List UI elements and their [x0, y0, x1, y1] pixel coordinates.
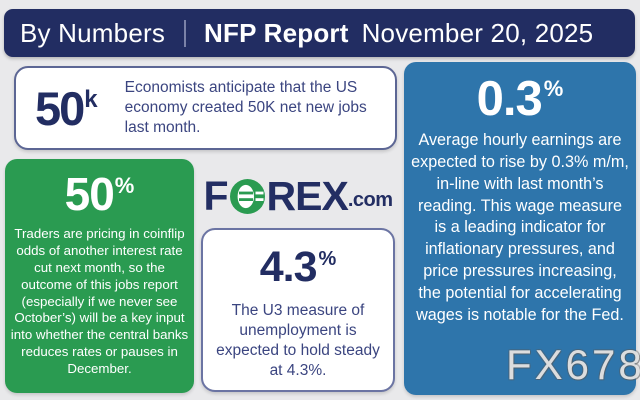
- wages-description: Average hourly earnings are expected to …: [411, 131, 629, 324]
- forex-logo-f: F: [203, 172, 228, 219]
- forex-o-coin-icon: [229, 178, 265, 214]
- jobs-description: Economists anticipate that the US econom…: [124, 79, 367, 136]
- forex-logo-rex: REX: [266, 172, 349, 219]
- rate-cut-unit: %: [114, 173, 135, 198]
- rate-cut-card: 50% Traders are pricing in coinflip odds…: [5, 159, 194, 393]
- wages-unit: %: [543, 76, 564, 101]
- jobs-unit: k: [84, 85, 98, 113]
- wages-card: 0.3% Average hourly earnings are expecte…: [404, 62, 636, 395]
- wages-number: 0.3: [476, 72, 543, 126]
- watermark: FX678: [506, 341, 640, 388]
- header-divider: [184, 19, 187, 47]
- forex-logo-domain: .com: [347, 188, 393, 211]
- unemployment-card: 4.3% The U3 measure of unemployment is e…: [201, 228, 395, 392]
- jobs-card: 50k Economists anticipate that the US ec…: [14, 66, 397, 150]
- report-date: November 20, 2025: [361, 17, 594, 48]
- jobs-value: 50k: [35, 85, 98, 132]
- rate-cut-description: Traders are pricing in coinflip odds of …: [10, 226, 189, 376]
- unemployment-number: 4.3: [259, 243, 318, 291]
- header-bar: By Numbers NFP Report November 20, 2025: [4, 9, 635, 57]
- header-prefix: By Numbers: [20, 17, 166, 48]
- jobs-number: 50: [35, 81, 85, 135]
- rate-cut-number: 50: [64, 168, 115, 220]
- wages-value: 0.3%: [404, 75, 636, 124]
- report-title: NFP Report: [204, 17, 349, 48]
- rate-cut-value: 50%: [5, 171, 194, 217]
- unemployment-value: 4.3%: [203, 246, 393, 289]
- unemployment-description: The U3 measure of unemployment is expect…: [216, 302, 380, 380]
- forex-logo: F REX .com: [200, 171, 396, 221]
- unemployment-unit: %: [318, 248, 337, 270]
